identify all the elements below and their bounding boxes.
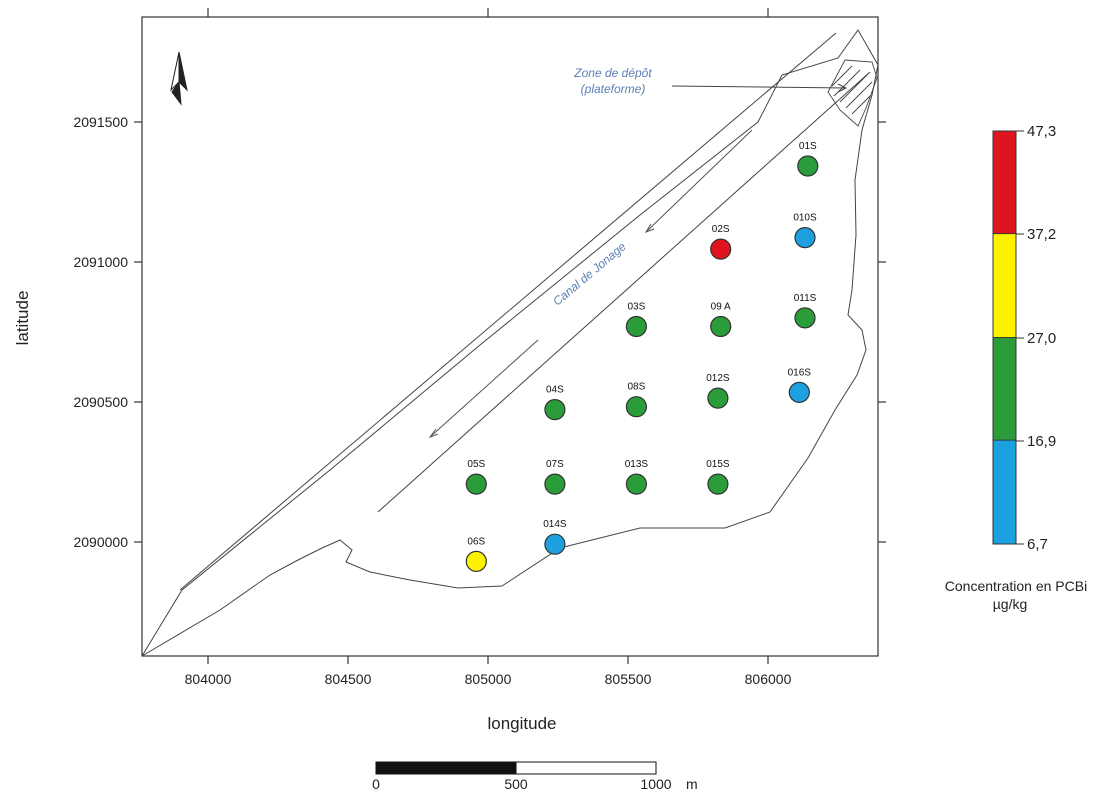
sample-point-01s	[797, 155, 819, 177]
axis-ticks	[134, 8, 886, 664]
y-tick-labels: 2091500 2091000 2090500 2090000	[73, 114, 128, 550]
scale-bar-label: 0	[372, 776, 380, 792]
sample-points: 01S 02S 010S 03S 09 A 011S 016S 04S 08S 012S 05S 07…	[465, 141, 819, 573]
north-arrow-icon	[170, 51, 188, 106]
legend: 47,3 37,2 27,0 16,9 6,7 Concentration en…	[945, 123, 1087, 612]
sample-point-label: 04S	[546, 385, 564, 396]
legend-tick-label: 16,9	[1027, 433, 1056, 450]
x-tick-label: 804500	[325, 671, 372, 687]
sample-point-011s	[794, 307, 816, 329]
scale-bar-unit: m	[686, 776, 698, 792]
sample-point-label: 015S	[706, 459, 730, 470]
deposit-zone	[827, 59, 878, 127]
sample-point-label: 016S	[788, 367, 812, 378]
sample-point-05s	[465, 473, 487, 495]
legend-tick-label: 27,0	[1027, 330, 1056, 347]
sample-point-03s	[625, 315, 648, 338]
scale-bar: 0 500 1000 m	[372, 761, 698, 792]
sample-point-010s	[794, 227, 816, 249]
scale-bar-label: 500	[504, 776, 528, 792]
sample-point-label: 07S	[546, 459, 564, 470]
legend-tick-label: 37,2	[1027, 226, 1056, 243]
canal-bank-inner	[377, 71, 871, 513]
scale-bar-black-segment	[375, 761, 517, 775]
sample-point-label: 02S	[712, 224, 730, 235]
sample-point-label: 03S	[628, 302, 646, 313]
legend-class-swatch	[992, 130, 1017, 235]
zone-label-line1: Zone de dépôt	[573, 66, 652, 80]
sample-point-08s	[625, 396, 648, 418]
sample-point-label: 011S	[794, 293, 817, 304]
y-tick-label: 2090000	[73, 534, 128, 550]
legend-ticks	[1016, 130, 1024, 545]
y-axis-label: latitude	[13, 291, 32, 346]
canal-bank-outer	[179, 32, 837, 591]
y-tick-label: 2090500	[73, 394, 128, 410]
flow-arrows	[428, 129, 753, 439]
sample-point-012s	[707, 387, 729, 409]
x-tick-labels: 804000 804500 805000 805500 806000	[185, 671, 792, 687]
sample-point-label: 010S	[793, 213, 817, 224]
x-tick-label: 804000	[185, 671, 232, 687]
sample-point-06s	[465, 550, 487, 573]
sample-point-label: 06S	[467, 536, 485, 547]
sample-point-07s	[544, 473, 566, 495]
sample-point-013s	[625, 473, 648, 495]
sample-point-014s	[544, 533, 566, 555]
legend-class-swatch	[992, 233, 1017, 338]
legend-class-swatch	[992, 439, 1017, 545]
legend-title-line1: Concentration en PCBi	[945, 578, 1087, 594]
zone-pointer-line	[671, 85, 847, 89]
sample-point-label: 05S	[467, 459, 485, 470]
legend-color-bar	[992, 130, 1017, 545]
zone-pointer-arrowhead	[837, 83, 848, 93]
sample-point-016s	[788, 381, 810, 403]
sample-point-09a	[710, 315, 732, 338]
site-outline	[141, 29, 879, 657]
sample-point-label: 09 A	[711, 302, 731, 313]
scale-bar-white-segment	[515, 761, 657, 775]
sample-point-label: 013S	[625, 459, 649, 470]
sample-point-04s	[544, 399, 566, 421]
legend-class-swatch	[992, 337, 1017, 441]
sample-point-label: 012S	[706, 373, 730, 384]
x-tick-label: 805500	[605, 671, 652, 687]
legend-title-line2: µg/kg	[993, 596, 1028, 612]
sample-point-label: 01S	[799, 141, 817, 152]
sample-point-label: 08S	[628, 382, 646, 393]
sample-point-02s	[710, 238, 732, 260]
sample-point-015s	[707, 473, 729, 495]
scale-bar-label: 1000	[640, 776, 671, 792]
x-axis-label: longitude	[487, 714, 556, 733]
y-tick-label: 2091500	[73, 114, 128, 130]
x-tick-label: 806000	[745, 671, 792, 687]
legend-tick-label: 47,3	[1027, 123, 1056, 140]
x-tick-label: 805000	[465, 671, 512, 687]
map-content	[141, 29, 879, 657]
map-frame	[141, 16, 879, 657]
y-tick-label: 2091000	[73, 254, 128, 270]
legend-tick-label: 6,7	[1027, 536, 1048, 553]
sample-point-label: 014S	[543, 519, 567, 530]
zone-label-line2: (plateforme)	[581, 82, 646, 96]
